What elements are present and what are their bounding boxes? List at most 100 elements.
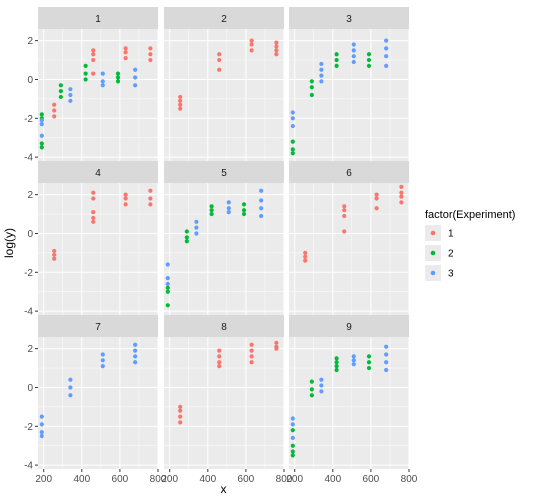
facet-label: 2 bbox=[221, 14, 227, 25]
data-point bbox=[374, 206, 379, 211]
data-point bbox=[39, 118, 44, 123]
data-point bbox=[334, 360, 339, 365]
data-point bbox=[342, 229, 347, 234]
data-point bbox=[249, 360, 254, 365]
data-point bbox=[366, 360, 372, 365]
facet-strip bbox=[289, 161, 409, 183]
data-point bbox=[194, 219, 199, 224]
data-point bbox=[309, 85, 314, 90]
data-point bbox=[226, 200, 231, 205]
facet-strip bbox=[38, 7, 158, 29]
data-point bbox=[366, 354, 372, 359]
facet-label: 3 bbox=[346, 14, 352, 25]
data-point bbox=[303, 258, 308, 263]
data-point bbox=[115, 75, 121, 80]
legend-key-point bbox=[430, 270, 436, 276]
data-point bbox=[91, 52, 96, 57]
data-point bbox=[319, 67, 324, 72]
data-point bbox=[178, 404, 183, 409]
data-point bbox=[165, 276, 170, 281]
data-point bbox=[39, 430, 44, 435]
y-tick-label: 0 bbox=[27, 383, 33, 394]
data-point bbox=[165, 289, 170, 294]
data-point bbox=[123, 46, 128, 51]
data-point bbox=[249, 38, 254, 43]
data-point bbox=[91, 196, 96, 201]
data-point bbox=[91, 210, 96, 215]
data-point bbox=[334, 367, 339, 373]
data-point bbox=[100, 79, 105, 84]
data-point bbox=[100, 83, 105, 88]
data-point bbox=[319, 377, 324, 382]
data-point bbox=[319, 383, 324, 388]
facet-label: 7 bbox=[95, 322, 101, 333]
data-point bbox=[133, 360, 138, 365]
data-point bbox=[366, 63, 372, 68]
data-point bbox=[309, 387, 314, 392]
data-point bbox=[148, 57, 153, 63]
data-point bbox=[249, 42, 254, 47]
facet-label: 4 bbox=[95, 168, 101, 179]
facet-label: 8 bbox=[221, 322, 227, 333]
data-point bbox=[148, 202, 153, 207]
data-point bbox=[165, 285, 170, 290]
data-point bbox=[290, 123, 295, 129]
data-point bbox=[165, 281, 170, 287]
data-point bbox=[303, 254, 308, 259]
data-point bbox=[209, 211, 214, 217]
data-point bbox=[351, 42, 356, 47]
data-point bbox=[100, 71, 105, 76]
data-point bbox=[274, 340, 279, 345]
data-point bbox=[133, 83, 138, 88]
y-tick-label: 2 bbox=[27, 344, 33, 355]
data-point bbox=[319, 79, 324, 84]
data-point bbox=[58, 89, 63, 94]
facet-strip bbox=[289, 7, 409, 29]
data-point bbox=[123, 50, 128, 55]
panel-background bbox=[289, 337, 409, 469]
x-tick-label: 400 bbox=[324, 474, 341, 485]
data-point bbox=[274, 48, 279, 53]
data-point bbox=[226, 210, 231, 215]
data-point bbox=[52, 256, 57, 261]
data-point bbox=[39, 414, 44, 419]
data-point bbox=[366, 57, 372, 63]
facet-strip bbox=[38, 161, 158, 183]
data-point bbox=[91, 71, 96, 76]
data-point bbox=[309, 92, 314, 98]
y-tick-label: -2 bbox=[24, 422, 33, 433]
data-point bbox=[83, 63, 88, 68]
data-point bbox=[217, 67, 222, 72]
data-point bbox=[194, 231, 199, 236]
facet-strip bbox=[164, 161, 284, 183]
y-tick-label: -4 bbox=[24, 307, 33, 318]
panel-background bbox=[164, 29, 284, 161]
data-point bbox=[148, 196, 153, 201]
data-point bbox=[178, 102, 183, 107]
panel-background bbox=[289, 29, 409, 161]
data-point bbox=[290, 147, 295, 152]
data-point bbox=[290, 428, 295, 433]
data-point bbox=[241, 208, 247, 213]
data-point bbox=[91, 57, 96, 63]
y-tick-label: 2 bbox=[27, 190, 33, 201]
facet-label: 1 bbox=[95, 14, 101, 25]
data-point bbox=[58, 83, 63, 88]
data-point bbox=[249, 48, 254, 53]
legend-entry-label: 2 bbox=[448, 249, 454, 260]
data-point bbox=[217, 348, 222, 353]
x-tick-label: 600 bbox=[238, 474, 255, 485]
data-point bbox=[319, 73, 324, 78]
data-point bbox=[399, 184, 404, 189]
data-point bbox=[249, 342, 254, 347]
data-point bbox=[342, 213, 347, 219]
data-point bbox=[290, 116, 295, 121]
x-tick-label: 800 bbox=[401, 474, 418, 485]
data-point bbox=[133, 354, 138, 359]
data-point bbox=[384, 344, 389, 349]
data-point bbox=[178, 414, 183, 419]
data-point bbox=[334, 356, 339, 361]
data-point bbox=[133, 342, 138, 347]
data-point bbox=[366, 52, 372, 57]
data-point bbox=[384, 46, 389, 51]
